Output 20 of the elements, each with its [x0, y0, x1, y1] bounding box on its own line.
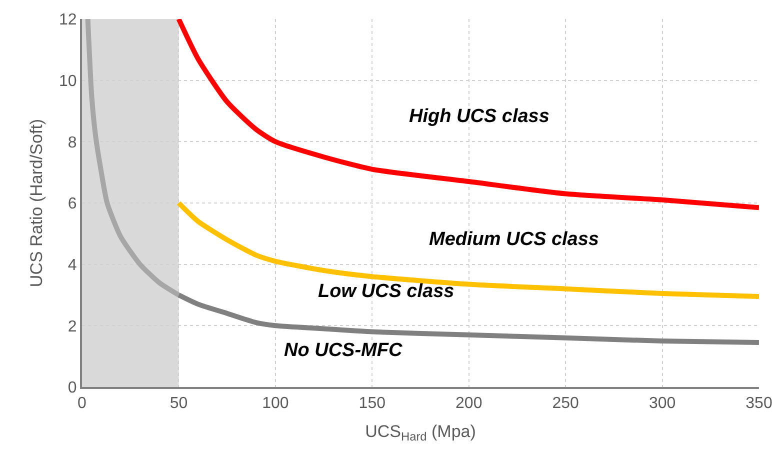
y-tick-label: 4 [68, 256, 77, 274]
y-tick-label: 0 [68, 380, 77, 397]
y-tick-label: 12 [59, 12, 77, 29]
x-axis-title: UCS$_{Hard}$ (Mpa) [365, 422, 476, 444]
y-tick-label: 8 [68, 134, 77, 152]
annotation: Medium UCS class [429, 229, 599, 250]
y-tick-label: 6 [68, 196, 77, 213]
y-tick-label: 10 [59, 72, 77, 90]
x-tick-label: 50 [170, 395, 188, 412]
annotation: High UCS class [409, 106, 550, 127]
y-axis-title: UCS Ratio (Hard/Soft) [27, 118, 46, 288]
x-tick-label: 350 [746, 395, 772, 412]
x-tick-label: 200 [456, 395, 482, 412]
x-tick-label: 250 [552, 395, 580, 412]
y-tick-label: 2 [68, 318, 77, 336]
annotation: No UCS-MFC [284, 340, 402, 361]
annotation: Low UCS class [318, 281, 454, 302]
x-tick-label: 100 [262, 395, 289, 412]
x-tick-label: 150 [358, 395, 386, 412]
x-tick-label: 300 [648, 395, 676, 412]
